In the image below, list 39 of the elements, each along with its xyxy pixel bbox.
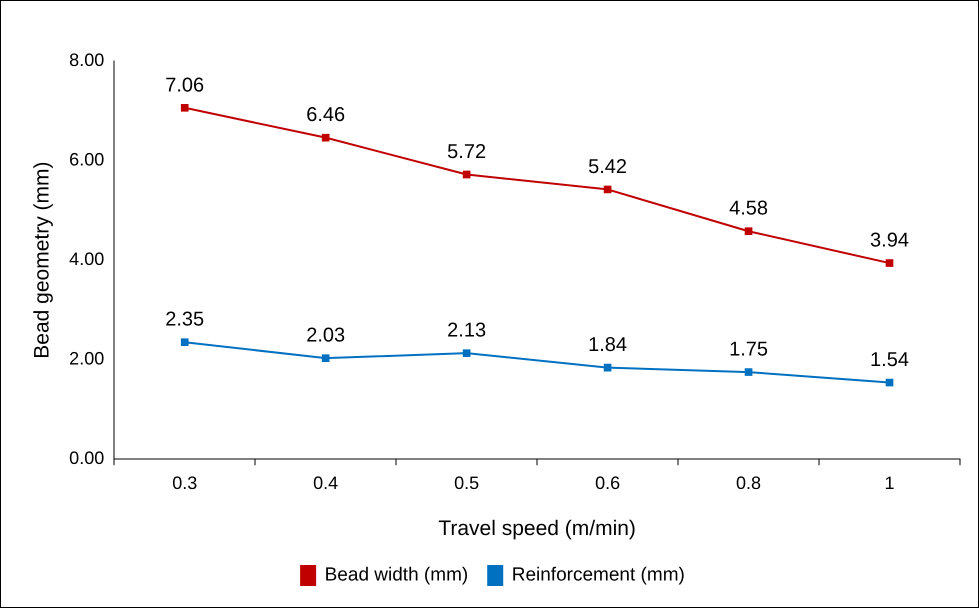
x-tick-label: 0.3 (172, 472, 198, 493)
x-axis-title: Travel speed (m/min) (438, 517, 636, 540)
legend-label: Bead width (mm) (324, 564, 468, 586)
point (886, 378, 894, 386)
point (744, 368, 752, 376)
y-tick-label: 2.00 (69, 348, 104, 369)
point (322, 354, 330, 362)
point (462, 170, 470, 178)
point (180, 104, 189, 112)
x-tick-label: 0.6 (595, 472, 620, 493)
data-label: 5.42 (588, 156, 628, 178)
data-label: 7.06 (165, 74, 204, 96)
data-label: 2.03 (306, 324, 346, 347)
x-tick-label: 0.5 (454, 472, 480, 493)
data-label: 1.84 (588, 334, 628, 356)
point (886, 259, 894, 267)
data-label: 1.75 (729, 338, 768, 361)
x-tick-label: 0.4 (313, 472, 338, 493)
x-tick-label: 1 (884, 472, 895, 493)
point (604, 186, 612, 194)
legend-label: Reinforcement (mm) (512, 564, 685, 586)
data-label: 5.72 (447, 141, 486, 164)
point (604, 364, 612, 372)
point (744, 227, 752, 236)
x-tick-label: 0.8 (736, 472, 762, 493)
point (322, 134, 330, 142)
y-tick-label: 8.00 (69, 50, 104, 70)
point (180, 338, 189, 346)
data-label: 4.58 (729, 198, 768, 220)
y-tick-label: 0.00 (69, 448, 104, 468)
data-label: 2.13 (447, 320, 486, 342)
data-label: 1.54 (870, 349, 909, 372)
y-tick-label: 4.00 (69, 249, 104, 270)
point (462, 349, 470, 358)
data-label: 6.46 (306, 104, 346, 126)
data-label: 2.35 (165, 308, 204, 331)
data-label: 3.94 (870, 230, 909, 252)
y-tick-label: 6.00 (69, 150, 104, 170)
y-axis-title: Bead geometry (mm) (30, 161, 54, 359)
